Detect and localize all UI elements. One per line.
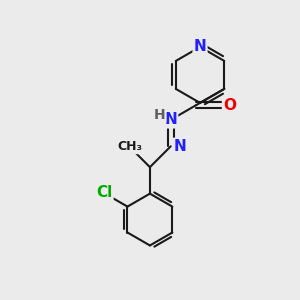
Text: N: N	[194, 39, 206, 54]
Text: H: H	[154, 107, 165, 122]
Text: Cl: Cl	[96, 185, 112, 200]
Text: N: N	[164, 112, 177, 127]
Text: N: N	[173, 139, 186, 154]
Text: O: O	[223, 98, 236, 112]
Text: CH₃: CH₃	[117, 140, 142, 153]
